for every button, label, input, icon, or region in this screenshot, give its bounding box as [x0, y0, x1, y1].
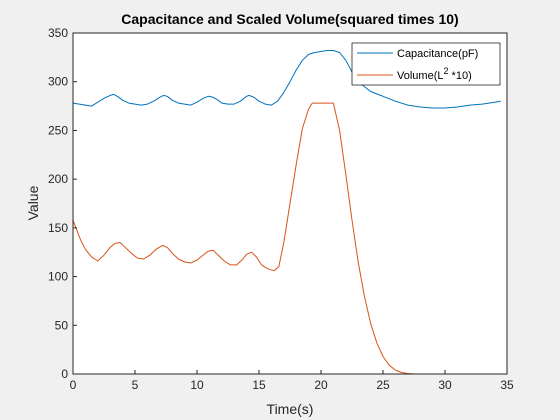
- plot-frame: [72, 32, 508, 375]
- y-tick-label: 100: [48, 270, 68, 284]
- y-tick-label: 150: [48, 221, 68, 235]
- x-tick-label: 25: [376, 378, 390, 392]
- y-tick-label: 300: [48, 75, 68, 89]
- legend-label-volume: Volume(L2 *10): [397, 66, 472, 82]
- x-tick-label: 5: [132, 378, 139, 392]
- y-tick-label: 0: [61, 367, 68, 381]
- legend-box: [351, 42, 501, 86]
- x-tick-label: 35: [500, 378, 514, 392]
- legend-label-volume-after: *10): [449, 70, 472, 82]
- legend: Capacitance(pF) Volume(L2 *10): [351, 42, 501, 86]
- series-line-0: [72, 50, 501, 109]
- y-tick-label: 50: [55, 318, 69, 332]
- series-layer: [72, 50, 501, 375]
- y-tick-label: 350: [48, 26, 68, 40]
- x-axis-title: Time(s): [267, 401, 314, 417]
- chart-title: Capacitance and Scaled Volume(squared ti…: [121, 11, 458, 27]
- legend-label-volume-sup: 2: [443, 66, 448, 76]
- y-axis-title: Value: [25, 185, 41, 220]
- x-tick-label: 20: [314, 378, 328, 392]
- x-tick-label: 10: [190, 378, 204, 392]
- y-tick-label: 250: [48, 123, 68, 137]
- x-tick-label: 30: [438, 378, 452, 392]
- series-line-1: [72, 102, 445, 375]
- legend-label-capacitance: Capacitance(pF): [397, 48, 478, 60]
- legend-label-volume-base: Volume(L: [397, 70, 443, 82]
- x-tick-label: 15: [252, 378, 266, 392]
- x-tick-label: 0: [70, 378, 77, 392]
- y-tick-label: 200: [48, 172, 68, 186]
